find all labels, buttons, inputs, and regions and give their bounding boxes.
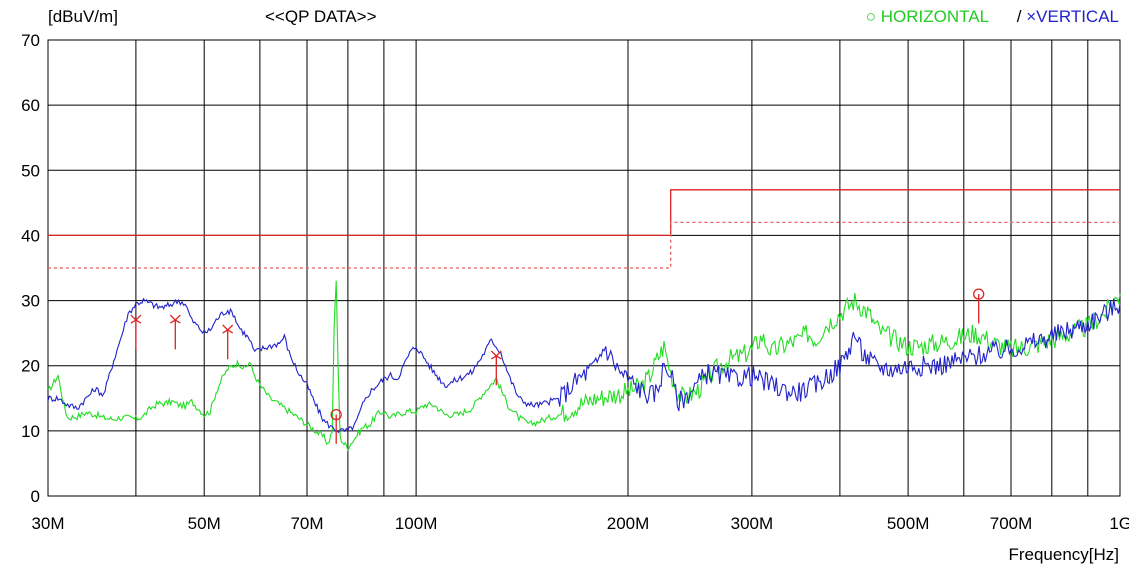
legend-separator: /	[1016, 7, 1022, 26]
x-tick-label: 700M	[990, 514, 1033, 533]
y-tick-label: 10	[21, 422, 40, 441]
x-tick-label: 300M	[731, 514, 774, 533]
x-tick-label: 100M	[395, 514, 438, 533]
x-tick-label: 200M	[607, 514, 650, 533]
vertical-peak-marker	[222, 324, 234, 334]
horizontal-legend-symbol: ○	[865, 7, 877, 26]
y-tick-label: 0	[31, 487, 40, 506]
vertical-legend-symbol: ×	[1026, 7, 1037, 26]
x-tick-label: 1G	[1109, 514, 1129, 533]
horizontal-peak-marker	[330, 408, 342, 421]
horizontal-legend-label: HORIZONTAL	[880, 7, 989, 26]
horizontal-series-line	[47, 280, 1121, 452]
x-tick-label: 500M	[887, 514, 930, 533]
x-tick-label: 30M	[31, 514, 64, 533]
horizontal-peak-marker	[973, 288, 985, 300]
vertical-legend-label: VERTICAL	[1036, 7, 1119, 26]
vertical-peak-marker	[169, 314, 181, 324]
y-tick-label: 50	[21, 161, 40, 180]
limit-line	[48, 189, 1120, 237]
chart-title: <<QP DATA>>	[265, 7, 377, 26]
legend: ○ HORIZONTAL / ×VERTICAL	[866, 7, 1119, 27]
y-tick-label: 30	[21, 292, 40, 311]
y-tick-label: 60	[21, 96, 40, 115]
x-tick-label: 50M	[188, 514, 221, 533]
y-tick-label: 40	[21, 226, 40, 245]
vertical-peak-marker	[130, 314, 142, 324]
y-tick-label: 70	[21, 31, 40, 50]
vertical-series-line	[47, 297, 1121, 434]
x-axis-label: Frequency[Hz]	[1008, 545, 1119, 564]
margin-line	[48, 221, 1120, 269]
y-tick-label: 20	[21, 357, 40, 376]
y-axis-unit-label: [dBuV/m]	[48, 7, 118, 26]
vertical-peak-marker	[490, 350, 502, 360]
x-tick-label: 70M	[290, 514, 323, 533]
